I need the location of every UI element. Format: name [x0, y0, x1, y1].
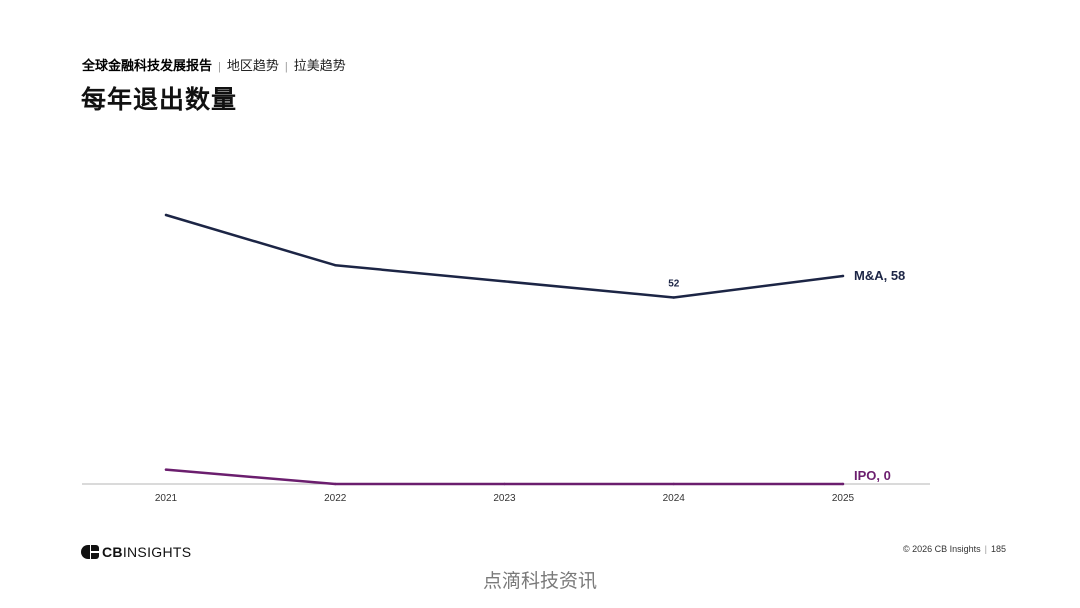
data-point: [841, 274, 845, 278]
cb-insights-logo: CBINSIGHTS: [81, 544, 191, 560]
footer-info: © 2026 CB Insights | 185: [903, 544, 1006, 554]
series-end-label: M&A, 58: [854, 268, 905, 283]
series-line-m-a: [164, 213, 845, 299]
breadcrumb-subsection: 拉美趋势: [293, 58, 346, 73]
data-point: [503, 482, 506, 486]
breadcrumb-separator: |: [284, 61, 288, 73]
data-label: 52: [668, 278, 680, 289]
x-tick-label: 2025: [832, 493, 855, 504]
x-tick-label: 2021: [155, 493, 178, 504]
data-point: [164, 213, 168, 217]
breadcrumb-section: 地区趋势: [226, 58, 279, 73]
page-title: 每年退出数量: [81, 86, 238, 114]
data-point: [164, 468, 168, 471]
watermark: 点滴科技资讯: [482, 571, 597, 592]
series-line-ipo: [164, 468, 845, 486]
data-point: [334, 482, 337, 486]
data-point: [841, 482, 845, 486]
x-tick-label: 2022: [324, 493, 347, 504]
footer-separator: |: [984, 544, 987, 554]
series-end-label: IPO, 0: [854, 468, 891, 483]
data-point: [672, 296, 675, 299]
copyright: © 2026 CB Insights: [902, 544, 981, 554]
breadcrumb: 全球金融科技发展报告 | 地区趋势 | 拉美趋势: [82, 55, 346, 74]
data-point: [503, 280, 506, 283]
cb-logo-icon: [81, 545, 99, 559]
x-tick-label: 2024: [663, 493, 686, 504]
x-tick-label: 2023: [493, 493, 516, 504]
page-number: 185: [990, 544, 1006, 554]
data-point: [334, 264, 337, 267]
logo-text: CBINSIGHTS: [102, 544, 192, 560]
report-title: 全球金融科技发展报告: [82, 58, 213, 73]
breadcrumb-separator: |: [218, 61, 221, 73]
data-point: [672, 482, 675, 486]
